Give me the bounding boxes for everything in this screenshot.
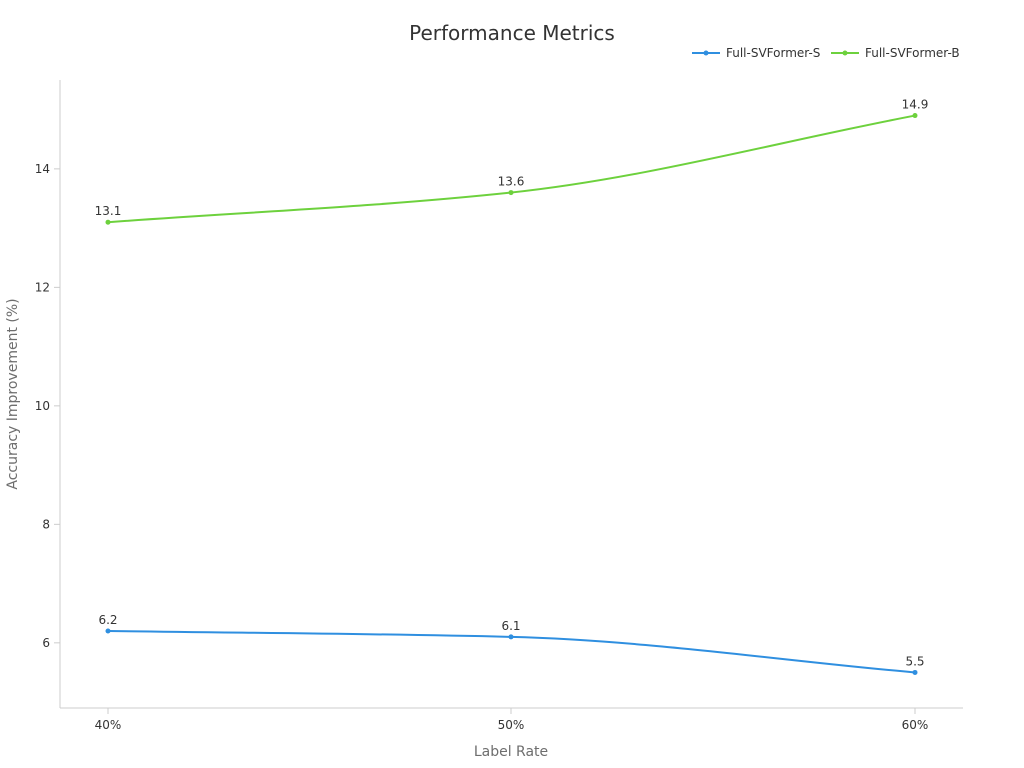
legend-item[interactable]: Full-SVFormer-B	[831, 46, 960, 60]
y-tick-label: 14	[35, 162, 50, 176]
data-point[interactable]	[912, 669, 918, 675]
y-tick-label: 10	[35, 399, 50, 413]
y-axis-ticks: 6 8 10 12 14	[35, 162, 60, 650]
data-label: 13.6	[498, 175, 525, 189]
y-axis-title: Accuracy Improvement (%)	[5, 298, 21, 489]
x-tick-label: 40%	[95, 718, 122, 732]
data-point[interactable]	[105, 628, 111, 634]
legend-label: Full-SVFormer-S	[726, 46, 820, 60]
legend-marker-icon	[703, 50, 709, 56]
x-tick-label: 50%	[498, 718, 525, 732]
data-label: 14.9	[902, 98, 929, 112]
chart-title: Performance Metrics	[409, 21, 615, 45]
data-label: 13.1	[95, 204, 122, 218]
legend-marker-icon	[842, 50, 848, 56]
data-label: 5.5	[905, 654, 924, 668]
legend: Full-SVFormer-S Full-SVFormer-B	[692, 46, 960, 60]
data-point[interactable]	[912, 113, 918, 119]
y-tick-label: 8	[42, 517, 50, 531]
series-2: 13.1 13.6 14.9	[95, 98, 929, 225]
y-tick-label: 6	[42, 636, 50, 650]
series-line	[107, 114, 916, 224]
legend-item[interactable]: Full-SVFormer-S	[692, 46, 820, 60]
data-label: 6.1	[501, 619, 520, 633]
data-label: 6.2	[98, 613, 117, 627]
series-layer: 6.2 6.1 5.5 13.1 13.6 14.9	[95, 98, 929, 675]
x-axis-title: Label Rate	[474, 744, 548, 760]
data-point[interactable]	[105, 219, 111, 225]
data-point[interactable]	[508, 190, 514, 196]
series-1: 6.2 6.1 5.5	[98, 613, 925, 675]
data-point[interactable]	[508, 634, 514, 640]
y-tick-label: 12	[35, 280, 50, 294]
legend-label: Full-SVFormer-B	[865, 46, 960, 60]
x-axis-ticks: 40% 50% 60%	[95, 708, 929, 732]
x-tick-label: 60%	[902, 718, 929, 732]
